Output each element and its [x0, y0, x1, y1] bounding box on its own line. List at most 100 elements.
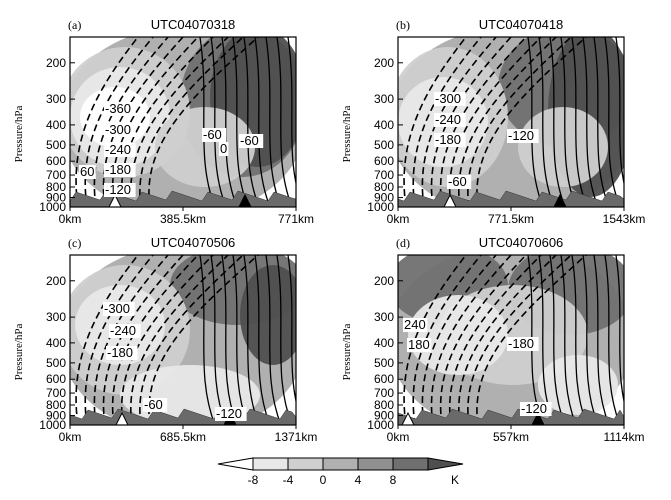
positive-contour	[571, 37, 588, 207]
negative-contour	[403, 255, 467, 425]
y-tick-label: 600	[374, 372, 394, 386]
negative-contour	[458, 255, 557, 425]
x-tick-label: 1114km	[604, 430, 645, 444]
y-tick-label: 700	[374, 168, 394, 182]
contour-label-bg	[215, 407, 247, 421]
positive-contour	[582, 255, 599, 425]
contour-label: 60	[80, 164, 94, 179]
y-tick-label: 600	[46, 154, 66, 168]
negative-contour	[84, 255, 154, 425]
y-tick-label: 900	[46, 409, 66, 423]
y-tick-label: 200	[46, 56, 66, 70]
contour-label: -60	[203, 127, 222, 142]
negative-contour	[130, 37, 229, 207]
panel-label: (a)	[68, 18, 81, 32]
colorbar-tick-label: 4	[355, 473, 362, 487]
contour-label-bg	[79, 165, 96, 179]
negative-contour	[84, 37, 154, 207]
colorbar: -8 -4 0 4 8 K	[217, 457, 464, 487]
terrain	[398, 408, 624, 425]
y-tick-label: 900	[46, 191, 66, 205]
shaded-field	[398, 37, 624, 207]
contour-label-bg	[434, 92, 466, 106]
contour-label: -180	[435, 132, 461, 147]
x-tick-label: 771.5km	[488, 212, 534, 226]
contour-label: -120	[521, 401, 547, 416]
contour-label-bg	[219, 142, 229, 156]
colorbar-tick-label: 8	[390, 473, 397, 487]
positive-contour	[571, 255, 588, 425]
shading-region	[240, 265, 296, 365]
contour-label: -120	[508, 128, 534, 143]
positive-contour	[593, 37, 610, 207]
positive-contour	[254, 37, 271, 207]
y-tick-label: 1000	[39, 200, 66, 214]
contour-label-bg	[239, 134, 264, 148]
negative-contour	[120, 37, 214, 207]
contour-label: -180	[105, 162, 131, 177]
contour-label: -120	[216, 406, 242, 421]
contour-label: -60	[240, 133, 259, 148]
negative-contour	[139, 37, 244, 207]
contour-label: -60	[448, 174, 467, 189]
x-tick-label: 1371km	[275, 430, 318, 444]
contour-label: -300	[105, 122, 131, 137]
contour-label-bg	[434, 133, 466, 147]
colorbar-segment	[357, 457, 394, 471]
positive-contour	[527, 37, 544, 207]
colorbar-unit: K	[451, 473, 459, 487]
contour-label: -120	[105, 182, 131, 197]
negative-contour	[130, 255, 229, 425]
y-tick-label: 700	[46, 386, 66, 400]
y-tick-label: 500	[46, 138, 66, 152]
shading-region	[80, 87, 150, 147]
y-tick-label: 800	[374, 180, 394, 194]
positive-contour	[604, 37, 621, 207]
colorbar-segment	[287, 457, 324, 471]
negative-contour	[439, 37, 527, 207]
contour-label: -180	[107, 345, 133, 360]
contour-label-bg	[434, 113, 466, 127]
contour-label: -360	[105, 101, 131, 116]
contour-label: -300	[435, 91, 461, 106]
negative-contour	[467, 255, 572, 425]
contour-label-bg	[104, 183, 136, 197]
y-tick-label: 800	[46, 398, 66, 412]
positive-contour	[221, 255, 238, 425]
y-tick-label: 700	[46, 168, 66, 182]
contour-label: 180	[408, 337, 430, 352]
y-tick-label: 1000	[367, 418, 394, 432]
shading-region	[155, 107, 255, 187]
positive-contour	[604, 255, 621, 425]
x-tick-label: 385.5km	[160, 212, 206, 226]
x-tick-label: 1543km	[603, 212, 646, 226]
y-tick-label: 200	[46, 274, 66, 288]
panel-title: UTC04070418	[479, 17, 564, 32]
contour-label: -240	[105, 142, 131, 157]
positive-contour	[210, 255, 227, 425]
y-tick-label: 400	[46, 336, 66, 350]
negative-contour	[75, 255, 139, 425]
y-tick-label: 1000	[367, 200, 394, 214]
positive-contour	[560, 255, 577, 425]
panel-label: (c)	[68, 236, 81, 250]
y-tick-label: 600	[46, 372, 66, 386]
y-tick-label: 200	[374, 274, 394, 288]
y-tick-label: 700	[374, 386, 394, 400]
y-tick-label: 500	[374, 138, 394, 152]
contour-label: -240	[435, 112, 461, 127]
panel-label: (b)	[396, 18, 410, 32]
y-axis-label: Pressure/hPa	[13, 105, 25, 162]
positive-contour	[254, 255, 271, 425]
positive-contour	[549, 255, 566, 425]
contour-label-bg	[104, 102, 136, 116]
negative-contour	[430, 255, 512, 425]
colorbar-low-arrow	[217, 457, 254, 471]
x-tick-label: 0km	[387, 430, 410, 444]
contour-label-bg	[507, 337, 539, 351]
